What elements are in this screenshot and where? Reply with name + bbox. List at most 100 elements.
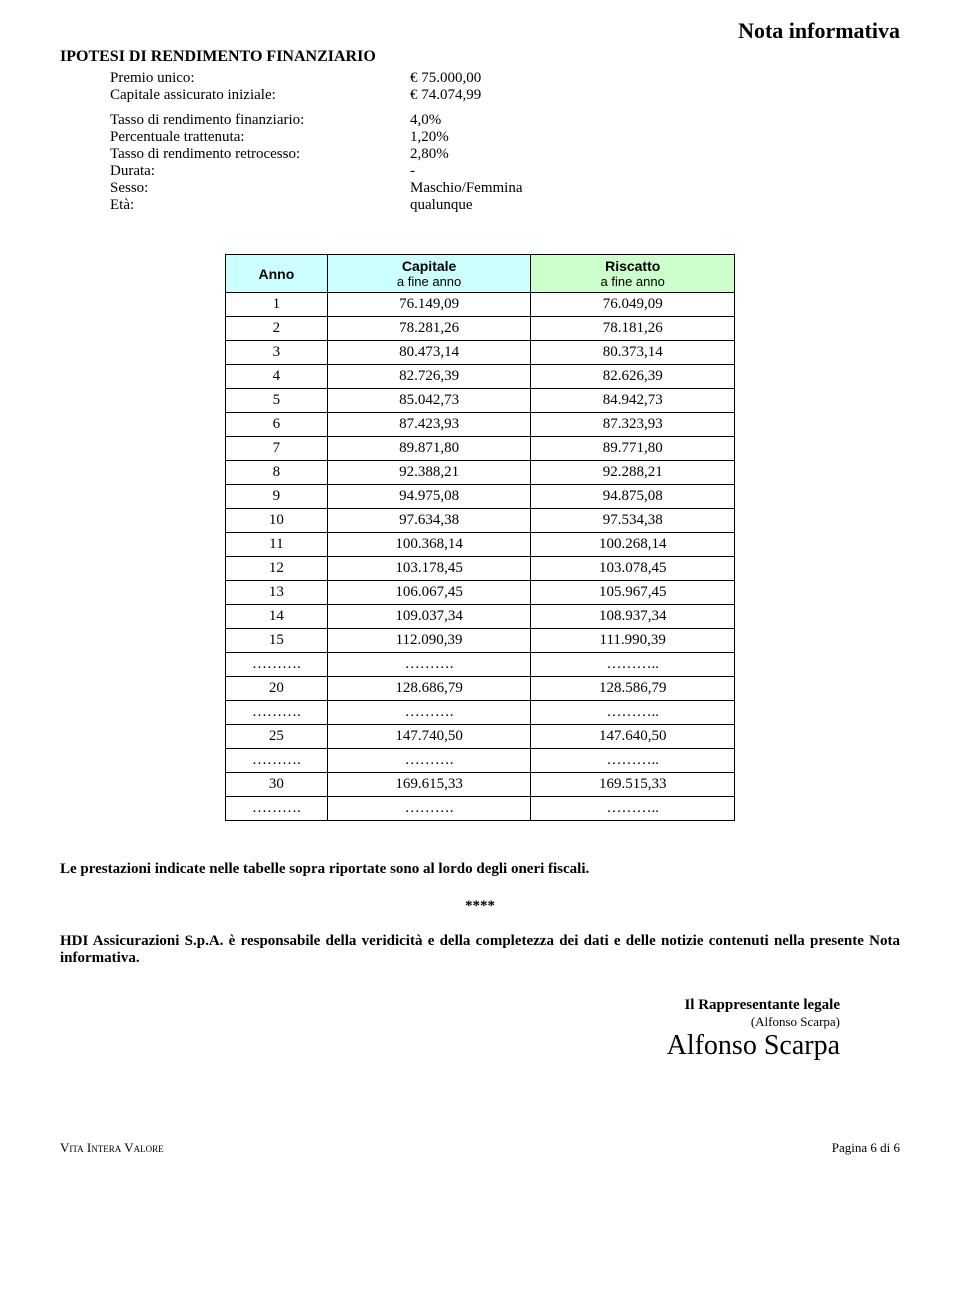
table-cell: 106.067,45 bbox=[327, 581, 531, 605]
table-cell: 92.388,21 bbox=[327, 461, 531, 485]
table-cell: ……….. bbox=[531, 749, 735, 773]
table-cell: 80.473,14 bbox=[327, 341, 531, 365]
table-cell: 169.515,33 bbox=[531, 773, 735, 797]
th-risc-main: Riscatto bbox=[605, 258, 660, 274]
table-cell: 147.740,50 bbox=[327, 725, 531, 749]
table-cell: ……….. bbox=[531, 701, 735, 725]
signature-script: Alfonso Scarpa bbox=[60, 1032, 840, 1060]
signature-title: Il Rappresentante legale bbox=[60, 997, 840, 1014]
table-cell: ………. bbox=[226, 797, 328, 821]
param-label-tasso-retro: Tasso di rendimento retrocesso: bbox=[110, 146, 410, 163]
table-cell: 87.323,93 bbox=[531, 413, 735, 437]
table-cell: 100.268,14 bbox=[531, 533, 735, 557]
table-cell: 14 bbox=[226, 605, 328, 629]
param-value-perc: 1,20% bbox=[410, 129, 590, 146]
table-row: 687.423,9387.323,93 bbox=[226, 413, 735, 437]
table-cell: ………. bbox=[327, 701, 531, 725]
table-cell: 78.181,26 bbox=[531, 317, 735, 341]
table-cell: 87.423,93 bbox=[327, 413, 531, 437]
responsibility-text: HDI Assicurazioni S.p.A. è responsabile … bbox=[60, 933, 900, 967]
th-riscatto: Riscatto a fine anno bbox=[531, 255, 735, 293]
header-note: Nota informativa bbox=[60, 18, 900, 44]
table-cell: 97.534,38 bbox=[531, 509, 735, 533]
table-cell: 103.178,45 bbox=[327, 557, 531, 581]
param-row: Premio unico: € 75.000,00 bbox=[110, 70, 900, 87]
footer-right: Pagina 6 di 6 bbox=[832, 1140, 900, 1156]
param-row: Tasso di rendimento retrocesso: 2,80% bbox=[110, 146, 900, 163]
table-cell: ……….. bbox=[531, 653, 735, 677]
signature-block: Il Rappresentante legale (Alfonso Scarpa… bbox=[60, 997, 900, 1060]
table-row: 278.281,2678.181,26 bbox=[226, 317, 735, 341]
param-row: Capitale assicurato iniziale: € 74.074,9… bbox=[110, 87, 900, 104]
table-cell: ………. bbox=[226, 653, 328, 677]
table-cell: 169.615,33 bbox=[327, 773, 531, 797]
th-capitale: Capitale a fine anno bbox=[327, 255, 531, 293]
param-value-tasso-fin: 4,0% bbox=[410, 112, 590, 129]
table-row: 1097.634,3897.534,38 bbox=[226, 509, 735, 533]
footer-left: Vita Intera Valore bbox=[60, 1140, 164, 1156]
table-cell: ………. bbox=[327, 653, 531, 677]
table-cell: 109.037,34 bbox=[327, 605, 531, 629]
table-cell: ………. bbox=[226, 701, 328, 725]
table-cell: 7 bbox=[226, 437, 328, 461]
page-footer: Vita Intera Valore Pagina 6 di 6 bbox=[60, 1140, 900, 1156]
note-text: Le prestazioni indicate nelle tabelle so… bbox=[60, 861, 900, 878]
th-cap-sub: a fine anno bbox=[336, 274, 523, 289]
table-cell: 8 bbox=[226, 461, 328, 485]
table-cell: 100.368,14 bbox=[327, 533, 531, 557]
table-cell: 10 bbox=[226, 509, 328, 533]
table-cell: 11 bbox=[226, 533, 328, 557]
table-cell: 3 bbox=[226, 341, 328, 365]
table-cell: 1 bbox=[226, 293, 328, 317]
table-row: ……….……….……….. bbox=[226, 797, 735, 821]
param-label-sesso: Sesso: bbox=[110, 180, 410, 197]
table-cell: 78.281,26 bbox=[327, 317, 531, 341]
table-cell: 76.149,09 bbox=[327, 293, 531, 317]
table-row: 482.726,3982.626,39 bbox=[226, 365, 735, 389]
table-cell: 13 bbox=[226, 581, 328, 605]
table-row: 25147.740,50147.640,50 bbox=[226, 725, 735, 749]
table-row: 585.042,7384.942,73 bbox=[226, 389, 735, 413]
table-cell: ………. bbox=[327, 749, 531, 773]
param-value-durata: - bbox=[410, 163, 590, 180]
table-cell: 147.640,50 bbox=[531, 725, 735, 749]
table-cell: 9 bbox=[226, 485, 328, 509]
table-row: ……….……….……….. bbox=[226, 653, 735, 677]
table-cell: 12 bbox=[226, 557, 328, 581]
table-cell: ………. bbox=[226, 749, 328, 773]
table-cell: 76.049,09 bbox=[531, 293, 735, 317]
table-cell: 85.042,73 bbox=[327, 389, 531, 413]
table-row: 15112.090,39111.990,39 bbox=[226, 629, 735, 653]
table-cell: 84.942,73 bbox=[531, 389, 735, 413]
table-cell: 105.967,45 bbox=[531, 581, 735, 605]
table-cell: 103.078,45 bbox=[531, 557, 735, 581]
param-value-premio: € 75.000,00 bbox=[410, 70, 590, 87]
param-label-cap: Capitale assicurato iniziale: bbox=[110, 87, 410, 104]
param-label-durata: Durata: bbox=[110, 163, 410, 180]
table-cell: 4 bbox=[226, 365, 328, 389]
table-cell: 15 bbox=[226, 629, 328, 653]
param-value-cap: € 74.074,99 bbox=[410, 87, 590, 104]
table-cell: 108.937,34 bbox=[531, 605, 735, 629]
table-row: 789.871,8089.771,80 bbox=[226, 437, 735, 461]
table-row: 994.975,0894.875,08 bbox=[226, 485, 735, 509]
table-cell: 20 bbox=[226, 677, 328, 701]
table-cell: 128.586,79 bbox=[531, 677, 735, 701]
table-cell: 94.875,08 bbox=[531, 485, 735, 509]
signature-name: (Alfonso Scarpa) bbox=[60, 1014, 840, 1030]
table-cell: 6 bbox=[226, 413, 328, 437]
param-row: Tasso di rendimento finanziario: 4,0% bbox=[110, 112, 900, 129]
param-value-eta: qualunque bbox=[410, 197, 590, 214]
table-cell: 82.726,39 bbox=[327, 365, 531, 389]
table-row: 176.149,0976.049,09 bbox=[226, 293, 735, 317]
param-row: Età: qualunque bbox=[110, 197, 900, 214]
table-row: 20128.686,79128.586,79 bbox=[226, 677, 735, 701]
table-row: 11100.368,14100.268,14 bbox=[226, 533, 735, 557]
table-cell: ……….. bbox=[531, 797, 735, 821]
table-cell: 2 bbox=[226, 317, 328, 341]
param-label-eta: Età: bbox=[110, 197, 410, 214]
th-risc-sub: a fine anno bbox=[539, 274, 726, 289]
table-cell: 111.990,39 bbox=[531, 629, 735, 653]
table-cell: 92.288,21 bbox=[531, 461, 735, 485]
table-row: ……….……….……….. bbox=[226, 749, 735, 773]
